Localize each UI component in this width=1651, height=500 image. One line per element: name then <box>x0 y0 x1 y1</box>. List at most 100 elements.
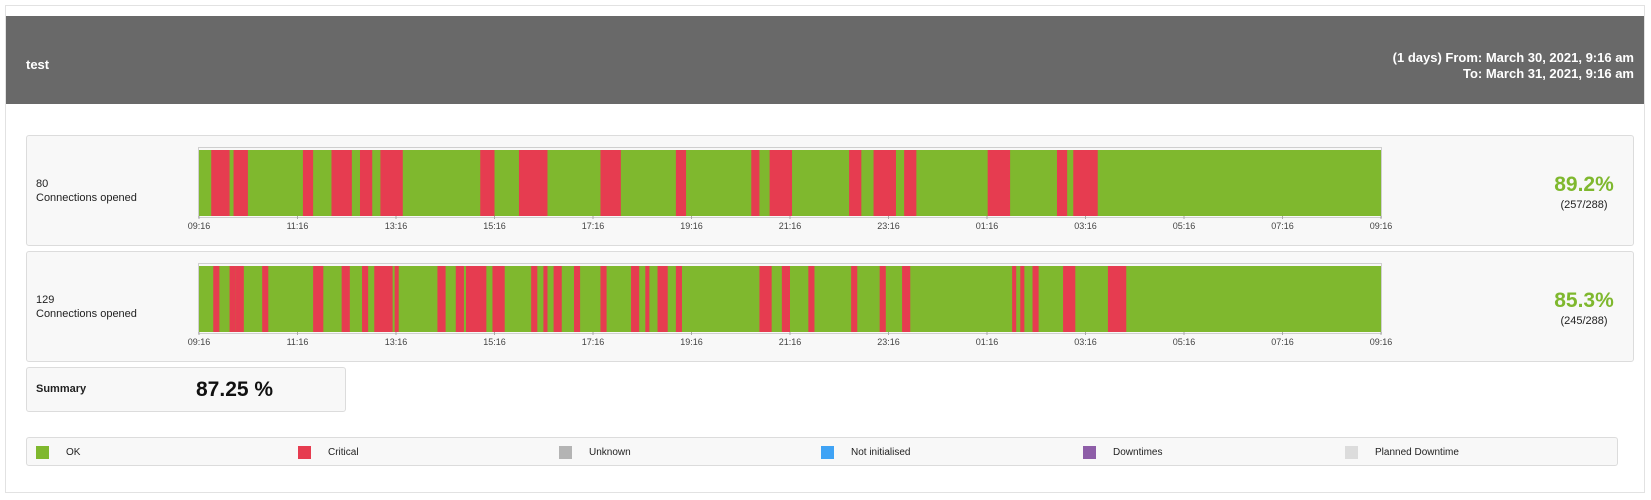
module-value: 129 <box>36 294 55 306</box>
critical-segment <box>1073 150 1098 216</box>
x-tick-label: 09:16 <box>188 337 211 347</box>
x-tick-label: 11:16 <box>287 337 309 347</box>
module-value: 80 <box>36 178 49 190</box>
x-tick-label: 07:16 <box>1271 221 1294 231</box>
critical-segment <box>904 150 917 216</box>
x-tick-label: 05:16 <box>1173 337 1196 347</box>
critical-segment <box>465 266 487 332</box>
summary-value: 87.25 % <box>196 378 274 401</box>
critical-segment <box>808 266 815 332</box>
critical-segment <box>518 150 548 216</box>
x-tick-label: 15:16 <box>483 221 506 231</box>
critical-segment <box>341 266 350 332</box>
module-value-label: 80 Connections opened <box>36 177 137 205</box>
legend-label-planned-downtime: Planned Downtime <box>1375 447 1459 458</box>
critical-segment <box>455 266 464 332</box>
critical-segment <box>987 150 1011 216</box>
module-value-label: 129 Connections opened <box>36 293 137 321</box>
module-name: Connections opened <box>36 192 137 204</box>
date-range-to: To: March 31, 2021, 9:16 am <box>1462 66 1634 81</box>
x-tick-label: 19:16 <box>680 337 703 347</box>
critical-segment <box>1056 150 1068 216</box>
critical-segment <box>331 150 352 216</box>
critical-segment <box>437 266 446 332</box>
critical-segment <box>1063 266 1076 332</box>
availability-fraction: (245/288) <box>1560 315 1608 327</box>
x-tick-label: 03:16 <box>1074 221 1097 231</box>
module-row: 129 Connections opened 09:16 11:16 13:16 15… <box>26 251 1634 362</box>
critical-segment <box>553 266 562 332</box>
x-tick-label: 23:16 <box>877 337 900 347</box>
x-tick-label: 17:16 <box>582 221 605 231</box>
legend-swatch-not-initialised <box>821 446 834 459</box>
module-name: Connections opened <box>36 308 137 320</box>
critical-segment <box>759 266 772 332</box>
legend-label-critical: Critical <box>328 447 359 458</box>
critical-segment <box>374 266 381 332</box>
availability-fraction: (257/288) <box>1560 199 1608 211</box>
legend-label-downtimes: Downtimes <box>1113 447 1163 458</box>
critical-segment <box>675 150 687 216</box>
legend-swatch-critical <box>298 446 311 459</box>
critical-segment <box>879 266 886 332</box>
critical-segment <box>849 150 862 216</box>
date-range: (1 days) From: March 30, 2021, 9:16 am T… <box>1393 50 1634 82</box>
critical-segment <box>235 266 244 332</box>
critical-segment <box>1032 266 1039 332</box>
critical-segment <box>262 266 269 332</box>
x-tick-label: 21:16 <box>779 221 802 231</box>
critical-segment <box>229 266 236 332</box>
x-tick-label: 05:16 <box>1173 221 1196 231</box>
availability-timeline-chart: 09:16 11:16 13:16 15:16 17:16 19:16 21:16 23:16… <box>188 263 1393 347</box>
x-tick-label: 03:16 <box>1074 337 1097 347</box>
critical-segment <box>751 150 760 216</box>
critical-segment <box>645 266 650 332</box>
critical-segment <box>1012 266 1017 332</box>
critical-segment <box>362 150 371 216</box>
legend-label-ok: OK <box>66 447 81 458</box>
legend-swatch-downtimes <box>1083 446 1096 459</box>
critical-segment <box>600 266 607 332</box>
critical-segment <box>492 266 505 332</box>
critical-segment <box>480 150 495 216</box>
critical-segment <box>851 266 858 332</box>
legend-label-unknown: Unknown <box>589 447 631 458</box>
x-tick-label: 09:16 <box>1370 337 1393 347</box>
x-tick-label: 19:16 <box>680 221 703 231</box>
critical-segment <box>543 266 548 332</box>
report-title: test <box>26 57 50 72</box>
x-tick-label: 17:16 <box>582 337 605 347</box>
critical-segment <box>657 266 668 332</box>
availability-percent: 85.3% <box>1554 289 1614 312</box>
x-tick-label: 09:16 <box>1370 221 1393 231</box>
critical-segment <box>631 266 640 332</box>
availability-timeline-chart: 09:16 11:16 13:16 15:16 17:16 19:16 21:16 23:16… <box>188 147 1393 231</box>
critical-segment <box>531 266 538 332</box>
critical-segment <box>873 150 896 216</box>
x-tick-label: 23:16 <box>877 221 900 231</box>
critical-segment <box>302 150 314 216</box>
critical-segment <box>1107 266 1127 332</box>
x-tick-label: 01:16 <box>976 221 999 231</box>
critical-segment <box>1020 266 1025 332</box>
date-range-from: (1 days) From: March 30, 2021, 9:16 am <box>1392 50 1634 65</box>
critical-segment <box>219 150 230 216</box>
summary-label: Summary <box>36 383 87 395</box>
critical-segment <box>362 266 369 332</box>
legend-swatch-planned-downtime <box>1345 446 1358 459</box>
module-row: 80 Connections opened 09:16 11:16 13:16 15:… <box>26 135 1634 246</box>
critical-segment <box>213 266 220 332</box>
legend-swatch-ok <box>36 446 49 459</box>
critical-segment <box>769 150 793 216</box>
summary-box: Summary 87.25 % <box>26 367 346 412</box>
critical-segment <box>573 266 581 332</box>
critical-segment <box>313 266 320 332</box>
legend: OK Critical Unknown Not initialised Down… <box>26 437 1618 466</box>
x-tick-label: 13:16 <box>385 337 408 347</box>
legend-swatch-unknown <box>559 446 572 459</box>
critical-segment <box>781 266 790 332</box>
x-tick-label: 07:16 <box>1271 337 1294 347</box>
x-tick-label: 15:16 <box>483 337 506 347</box>
critical-segment <box>233 150 242 216</box>
critical-segment <box>394 266 399 332</box>
